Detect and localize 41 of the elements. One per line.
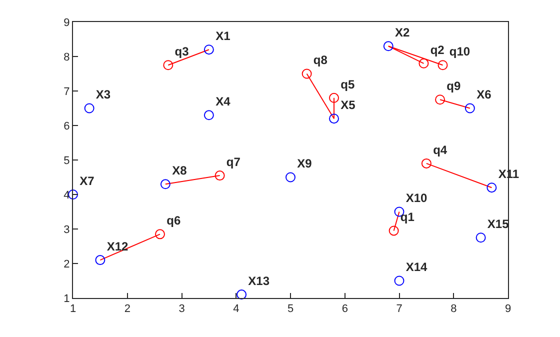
y-tick-label: 8 [64, 51, 70, 64]
x-tick-label: 4 [233, 303, 240, 316]
x-tick-label: 2 [124, 303, 130, 316]
data-label: X15 [487, 217, 510, 232]
data-label: X5 [340, 98, 356, 112]
data-label: q5 [340, 77, 355, 92]
data-label: q10 [449, 44, 470, 59]
y-tick-label: 7 [64, 86, 70, 98]
data-label: q8 [313, 53, 328, 68]
x-tick-label: 9 [504, 303, 512, 316]
data-label: X10 [406, 191, 428, 206]
data-label: X8 [172, 164, 188, 178]
data-label: X3 [96, 88, 111, 102]
data-label: X2 [395, 26, 410, 40]
y-tick-label: 9 [64, 16, 70, 29]
data-label: q6 [166, 214, 181, 228]
data-label: q2 [430, 42, 445, 57]
data-label: X7 [80, 174, 95, 188]
x-tick-label: 6 [342, 303, 348, 316]
x-tick-label: 3 [178, 303, 185, 316]
y-tick-label: 1 [64, 292, 70, 305]
y-tick-label: 6 [64, 120, 70, 132]
y-tick-label: 5 [64, 154, 70, 167]
data-label: X4 [216, 94, 231, 109]
data-label: X9 [297, 156, 312, 171]
data-label: X14 [406, 260, 428, 274]
x-tick-label: 8 [450, 303, 457, 316]
data-label: q1 [400, 210, 415, 224]
y-tick-label: 2 [64, 258, 70, 270]
data-label: X6 [476, 88, 492, 102]
data-label: q7 [226, 154, 241, 169]
data-label: q3 [174, 44, 190, 59]
x-tick-label: 5 [287, 303, 294, 316]
data-label: X1 [216, 28, 231, 43]
data-label: X12 [106, 239, 128, 254]
y-tick-label: 4 [64, 189, 70, 202]
x-tick-label: 7 [396, 303, 402, 316]
y-tick-label: 3 [64, 224, 70, 236]
data-label: X13 [248, 274, 270, 288]
data-label: q9 [446, 79, 461, 94]
data-label: q4 [433, 142, 448, 157]
